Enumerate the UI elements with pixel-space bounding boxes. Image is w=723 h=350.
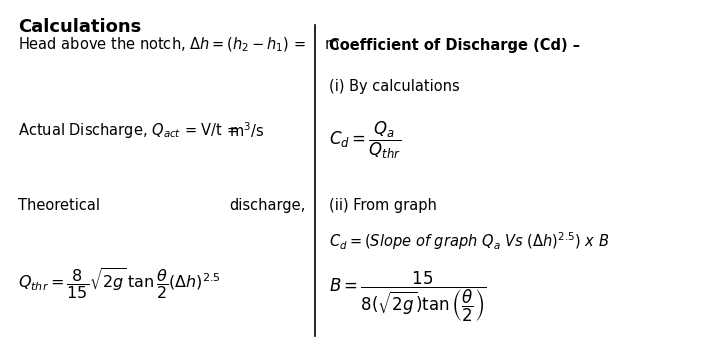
Text: $Q_{thr}=\dfrac{8}{15}\sqrt{2g}\,\tan\dfrac{\theta}{2}(\Delta h)^{2.5}$: $Q_{thr}=\dfrac{8}{15}\sqrt{2g}\,\tan\df…: [19, 267, 221, 301]
Text: discharge,: discharge,: [229, 198, 306, 213]
Text: Actual Discharge, $Q_{act}$ = V/t =: Actual Discharge, $Q_{act}$ = V/t =: [19, 121, 239, 140]
Text: Coefficient of Discharge (Cd) –: Coefficient of Discharge (Cd) –: [330, 38, 581, 52]
Text: Theoretical: Theoretical: [19, 198, 100, 213]
Text: Head above the notch, $\Delta h = (h_2 - h_1)$ =    m: Head above the notch, $\Delta h = (h_2 -…: [19, 36, 340, 54]
Text: (ii) From graph: (ii) From graph: [330, 198, 437, 213]
Text: Calculations: Calculations: [19, 18, 142, 36]
Text: $C_d = \dfrac{Q_a}{Q_{thr}}$: $C_d = \dfrac{Q_a}{Q_{thr}}$: [330, 120, 402, 161]
Text: m$^3$/s: m$^3$/s: [229, 121, 265, 140]
Text: $C_d = \mathit{(Slope\ of\ graph\ Q_a\ Vs\ (\Delta h)^{2.5})\ x\ B}$: $C_d = \mathit{(Slope\ of\ graph\ Q_a\ V…: [330, 231, 609, 252]
Text: $B = \dfrac{15}{8(\sqrt{2g})\tan\left(\dfrac{\theta}{2}\right)}$: $B = \dfrac{15}{8(\sqrt{2g})\tan\left(\d…: [330, 269, 487, 323]
Text: (i) By calculations: (i) By calculations: [330, 79, 460, 94]
